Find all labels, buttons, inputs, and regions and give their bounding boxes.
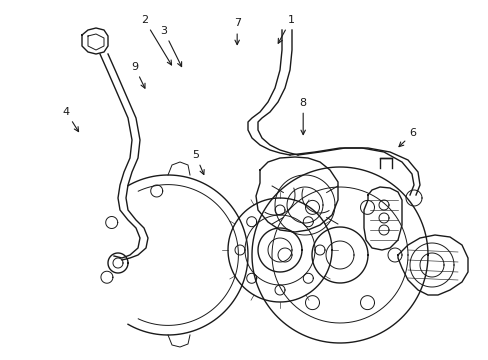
Text: 5: 5 [192,150,204,175]
Text: 4: 4 [62,107,79,132]
Text: 7: 7 [233,18,240,45]
Text: 9: 9 [131,62,145,88]
Text: 8: 8 [299,98,306,135]
Text: 3: 3 [160,26,181,67]
Text: 6: 6 [398,128,416,147]
Text: 2: 2 [141,15,171,65]
Text: 1: 1 [278,15,294,43]
